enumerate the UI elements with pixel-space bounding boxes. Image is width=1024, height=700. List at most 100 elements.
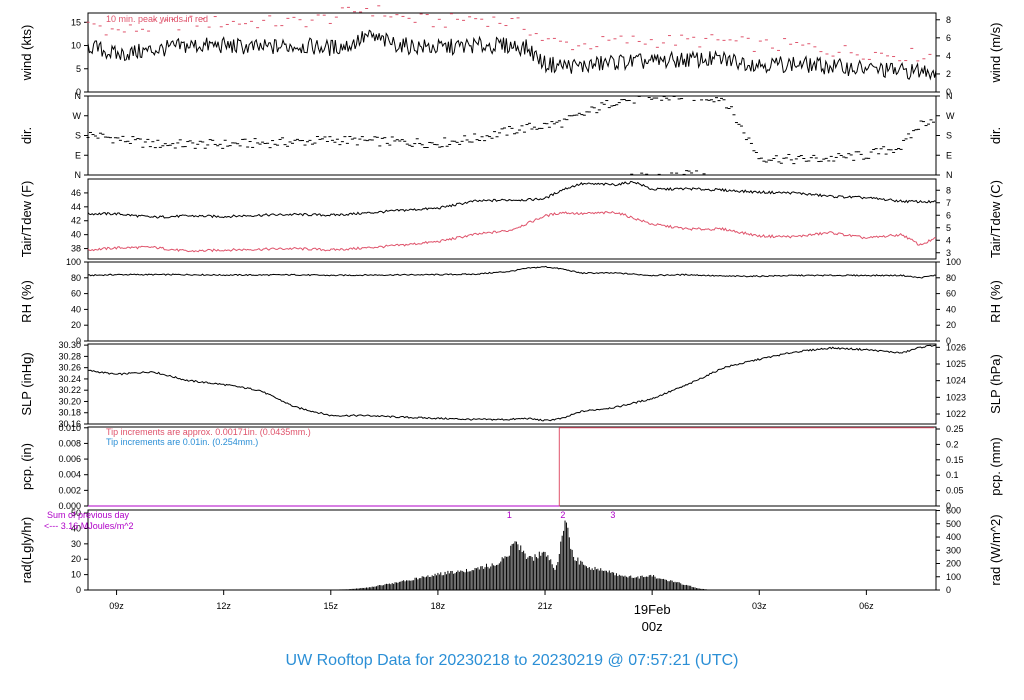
y-axis-label-left: Tair/Tdew (F) [19,181,34,258]
y-tick-label-left: N [75,91,82,101]
y-tick-label-left: 50 [71,508,81,518]
x-tick-label: 03z [752,601,767,611]
y-axis-label-left: RH (%) [19,280,34,323]
y-axis-label-left: SLP (inHg) [19,352,34,415]
y-tick-label-right: 8 [946,15,951,25]
y-tick-label-left: 0.010 [58,423,81,433]
y-tick-label-right: 1025 [946,359,966,369]
rad-marker: 2 [560,510,565,520]
y-tick-label-left: 0.000 [58,501,81,511]
y-tick-label-left: 30.30 [58,340,81,350]
y-tick-label-right: 600 [946,506,961,516]
y-tick-label-left: E [75,150,81,160]
chart-title: UW Rooftop Data for 20230218 to 20230219… [286,652,739,669]
y-tick-label-left: 0.008 [58,438,81,448]
y-tick-label-left: 10 [71,570,81,580]
y-tick-label-left: 0.004 [58,470,81,480]
y-tick-label-right: 0.25 [946,424,964,434]
y-tick-label-right: N [946,91,953,101]
y-tick-label-right: S [946,131,952,141]
y-axis-label-right: rad (W/m^2) [988,514,1003,585]
series-solar [330,520,710,590]
panel-note: 10 min. peak winds in red [106,14,208,24]
y-tick-label-right: W [946,111,955,121]
rad-sum-note: Sum of previous day [47,510,130,520]
series-wind_peak [86,5,932,62]
panel-frame-temp [87,178,937,260]
series-slp [87,344,937,422]
series-wind_speed [87,29,937,81]
y-tick-label-right: 8 [946,185,951,195]
panel-frame-slp [87,343,937,425]
y-tick-label-left: 20 [71,554,81,564]
y-axis-label-left: wind (kts) [19,25,34,82]
y-axis-label-right: RH (%) [988,280,1003,323]
y-tick-label-right: 100 [946,257,961,267]
y-tick-label-right: 100 [946,572,961,582]
y-tick-label-left: 0.002 [58,485,81,495]
panel-frame-rh [87,261,937,342]
x-tick-label: 15z [324,601,339,611]
y-tick-label-left: 40 [71,304,81,314]
y-tick-label-right: 4 [946,51,951,61]
y-tick-label-right: 6 [946,33,951,43]
y-tick-label-left: 60 [71,289,81,299]
y-tick-label-left: 0 [76,87,81,97]
x-tick-label: 21z [538,601,553,611]
y-tick-label-left: 15 [71,17,81,27]
y-tick-label-left: 46 [71,188,81,198]
y-tick-label-left: 30.16 [58,419,81,429]
panel-frame-wind [87,12,937,93]
y-tick-label-right: 200 [946,559,961,569]
x-tick-label: 12z [216,601,231,611]
y-tick-label-right: N [946,170,953,180]
y-tick-label-left: 30.22 [58,385,81,395]
y-tick-label-right: 0.2 [946,439,959,449]
series-t_dew [87,210,937,253]
precip-tip-note: Tip increments are approx. 0.00171in. (0… [106,427,311,437]
date-label: 19Feb [634,602,671,617]
y-tick-label-right: 1024 [946,376,966,386]
series-rh [87,265,937,279]
y-tick-label-right: 3 [946,248,951,258]
precip-tip-note: Tip increments are 0.01in. (0.254mm.) [106,437,258,447]
y-tick-label-left: 30 [71,539,81,549]
y-tick-label-right: 80 [946,273,956,283]
y-tick-label-left: 0 [76,585,81,595]
y-axis-label-left: rad(Lgly/hr) [19,517,34,583]
y-tick-label-right: 300 [946,545,961,555]
y-tick-label-left: 44 [71,202,81,212]
y-tick-label-right: E [946,150,952,160]
panel-frame-dir [87,95,937,176]
y-tick-label-left: 38 [71,244,81,254]
series-t_air [87,180,937,219]
y-tick-label-left: N [75,170,82,180]
y-tick-label-left: 40 [71,523,81,533]
y-tick-label-left: W [73,111,82,121]
y-tick-label-left: 80 [71,273,81,283]
y-tick-label-left: S [75,131,81,141]
y-tick-label-right: 5 [946,223,951,233]
date-sublabel: 00z [642,619,663,634]
rad-marker: 1 [507,510,512,520]
y-tick-label-right: 400 [946,532,961,542]
y-tick-label-left: 10 [71,41,81,51]
y-tick-label-left: 30.20 [58,396,81,406]
x-tick-label: 18z [431,601,446,611]
x-tick-label: 09z [109,601,124,611]
y-tick-label-left: 40 [71,230,81,240]
y-tick-label-left: 5 [76,64,81,74]
y-tick-label-right: 4 [946,235,951,245]
y-tick-label-right: 60 [946,289,956,299]
y-tick-label-right: 6 [946,210,951,220]
y-axis-label-right: SLP (hPa) [988,354,1003,414]
y-tick-label-right: 0 [946,336,951,346]
rad-sum-value: <--- 3.16 MJoules/m^2 [44,521,134,531]
y-axis-label-right: wind (m/s) [988,23,1003,84]
y-tick-label-right: 0.05 [946,486,964,496]
y-tick-label-left: 100 [66,257,81,267]
y-tick-label-right: 0.15 [946,455,964,465]
y-axis-label-left: pcp. (in) [19,443,34,490]
y-tick-label-right: 0.1 [946,470,959,480]
